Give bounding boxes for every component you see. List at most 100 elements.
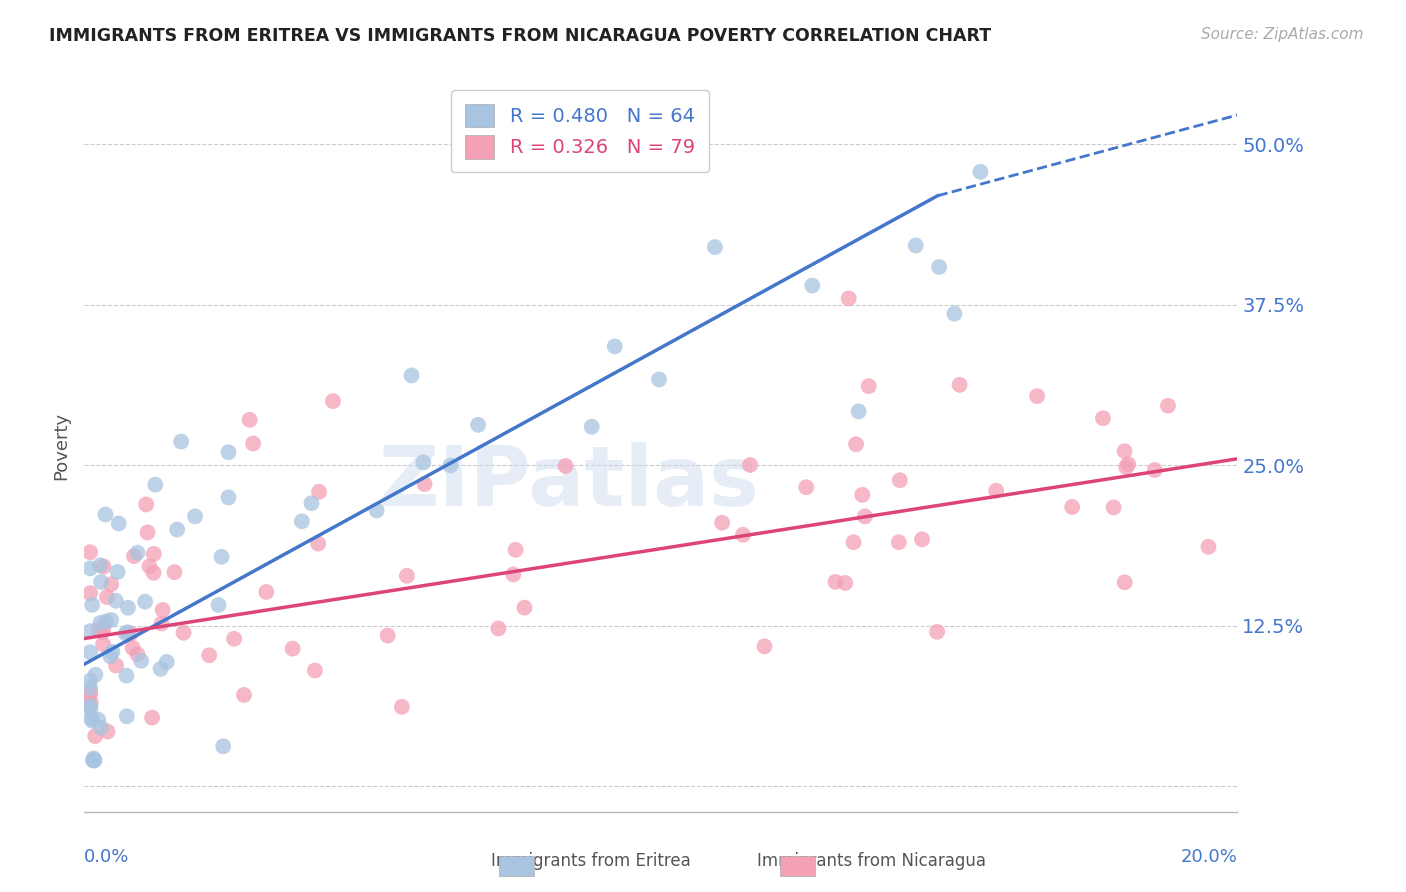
Text: Source: ZipAtlas.com: Source: ZipAtlas.com bbox=[1201, 27, 1364, 42]
Point bbox=[731, 528, 754, 542]
Point bbox=[824, 574, 846, 589]
Point bbox=[969, 165, 991, 179]
Point bbox=[90, 721, 112, 735]
Point bbox=[89, 558, 111, 573]
Point bbox=[740, 458, 762, 472]
Text: IMMIGRANTS FROM ERITREA VS IMMIGRANTS FROM NICARAGUA POVERTY CORRELATION CHART: IMMIGRANTS FROM ERITREA VS IMMIGRANTS FR… bbox=[49, 27, 991, 45]
Point bbox=[1114, 575, 1136, 590]
Point bbox=[82, 753, 104, 767]
Point bbox=[82, 714, 104, 728]
Point bbox=[121, 640, 143, 655]
Point bbox=[581, 419, 603, 434]
Point bbox=[254, 585, 277, 599]
Point bbox=[79, 701, 101, 715]
Point bbox=[105, 658, 128, 673]
Point bbox=[136, 525, 159, 540]
Point bbox=[152, 603, 174, 617]
Point bbox=[834, 576, 856, 591]
Point bbox=[1115, 460, 1137, 475]
Point bbox=[135, 498, 157, 512]
Point bbox=[927, 624, 949, 639]
Point bbox=[84, 667, 107, 681]
Point bbox=[100, 649, 122, 664]
Point bbox=[79, 673, 101, 688]
Point bbox=[170, 434, 193, 449]
Point bbox=[143, 477, 166, 491]
Point bbox=[801, 278, 824, 293]
Point bbox=[887, 535, 910, 549]
Point bbox=[166, 523, 188, 537]
Point bbox=[127, 648, 149, 662]
Point bbox=[120, 626, 142, 640]
Point bbox=[794, 480, 817, 494]
Point bbox=[838, 292, 860, 306]
Point bbox=[150, 616, 173, 631]
Point bbox=[141, 711, 163, 725]
Point bbox=[117, 625, 139, 640]
Point bbox=[366, 503, 388, 517]
Text: 20.0%: 20.0% bbox=[1181, 848, 1237, 866]
Point bbox=[87, 623, 110, 637]
Point bbox=[1062, 500, 1084, 514]
Point bbox=[104, 593, 127, 607]
Point bbox=[142, 547, 165, 561]
Point bbox=[904, 238, 927, 252]
Point bbox=[91, 622, 114, 636]
Point bbox=[218, 445, 240, 459]
Point bbox=[138, 559, 160, 574]
Point bbox=[173, 625, 195, 640]
Point bbox=[391, 699, 413, 714]
Point bbox=[134, 595, 156, 609]
Point bbox=[949, 377, 972, 392]
Point bbox=[889, 473, 911, 487]
Point bbox=[129, 654, 152, 668]
Point bbox=[842, 535, 865, 549]
Point bbox=[163, 565, 186, 579]
Point bbox=[115, 709, 138, 723]
Point bbox=[505, 542, 527, 557]
Y-axis label: Poverty: Poverty bbox=[52, 412, 70, 480]
Point bbox=[83, 753, 105, 767]
Point bbox=[149, 662, 172, 676]
Point bbox=[184, 509, 207, 524]
Point bbox=[79, 645, 101, 659]
Point bbox=[648, 372, 671, 386]
Point bbox=[156, 655, 179, 669]
Point bbox=[233, 688, 256, 702]
Point bbox=[218, 491, 240, 505]
Point bbox=[96, 590, 118, 604]
Point bbox=[90, 574, 112, 589]
Point bbox=[858, 379, 880, 393]
Point bbox=[703, 240, 725, 254]
Point bbox=[603, 339, 626, 353]
Point bbox=[395, 569, 418, 583]
Point bbox=[79, 624, 101, 639]
Point bbox=[96, 724, 118, 739]
Text: Immigrants from Nicaragua: Immigrants from Nicaragua bbox=[758, 852, 986, 870]
Point bbox=[851, 488, 873, 502]
Legend: R = 0.480   N = 64, R = 0.326   N = 79: R = 0.480 N = 64, R = 0.326 N = 79 bbox=[451, 90, 709, 172]
Point bbox=[79, 688, 101, 702]
Point bbox=[467, 417, 489, 432]
Point bbox=[117, 600, 139, 615]
Point bbox=[1198, 540, 1220, 554]
Point bbox=[301, 496, 323, 510]
Text: Immigrants from Eritrea: Immigrants from Eritrea bbox=[491, 852, 690, 870]
Point bbox=[107, 516, 129, 531]
Point bbox=[308, 484, 330, 499]
Point bbox=[711, 516, 734, 530]
Point bbox=[114, 626, 136, 640]
Point bbox=[845, 437, 868, 451]
Point bbox=[1143, 463, 1166, 477]
Point bbox=[89, 615, 111, 630]
Point bbox=[83, 753, 105, 767]
Point bbox=[848, 404, 870, 418]
Point bbox=[107, 565, 129, 579]
Point bbox=[911, 533, 934, 547]
Point bbox=[413, 477, 436, 491]
Point bbox=[94, 508, 117, 522]
Point bbox=[93, 559, 115, 574]
Point bbox=[281, 641, 304, 656]
Point bbox=[377, 629, 399, 643]
Point bbox=[79, 545, 101, 559]
